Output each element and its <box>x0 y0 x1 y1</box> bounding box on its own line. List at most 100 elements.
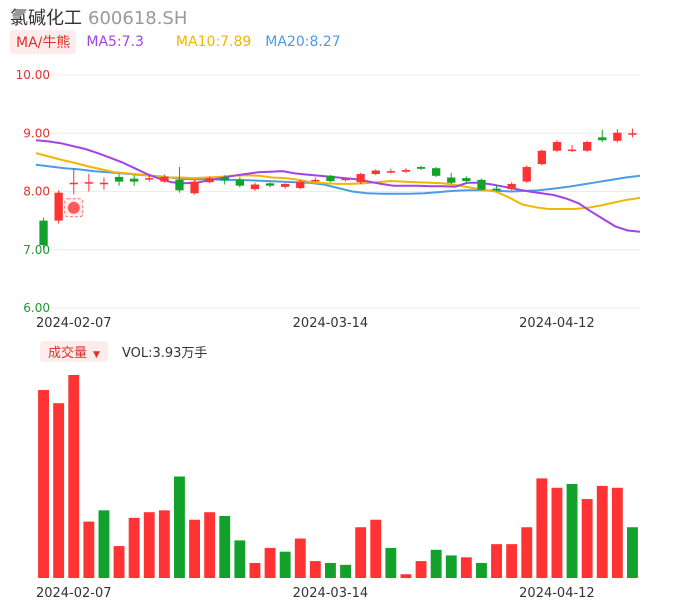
price-date-label: 2024-04-12 <box>519 316 595 331</box>
volume-bar <box>38 390 49 578</box>
candle-body <box>114 176 124 182</box>
volume-bar <box>491 544 502 578</box>
volume-bar <box>415 561 427 578</box>
volume-bar <box>460 557 472 578</box>
candle-body <box>250 184 260 190</box>
candle-body <box>84 182 94 184</box>
volume-bar <box>294 538 306 578</box>
volume-bar <box>596 485 608 578</box>
volume-bar <box>430 549 442 578</box>
candle-body <box>341 178 350 181</box>
candle-body <box>431 168 441 176</box>
candle-body <box>311 179 320 182</box>
candle-body <box>598 137 607 141</box>
volume-bar <box>68 375 80 578</box>
volume-bar <box>581 499 593 578</box>
candle-body <box>54 192 63 221</box>
candle-body <box>371 170 380 175</box>
volume-bar <box>113 546 125 578</box>
volume-bar <box>566 484 578 578</box>
volume-date-label: 2024-04-12 <box>519 586 595 601</box>
candle-body <box>567 149 577 152</box>
ma20-readout: MA20:8.27 <box>265 34 341 50</box>
candle-body <box>582 141 592 151</box>
ma5-readout: MA5:7.3 <box>86 34 144 50</box>
volume-bar <box>249 562 261 578</box>
volume-bar <box>551 487 563 578</box>
candle-body <box>613 132 622 141</box>
volume-bar <box>83 521 95 578</box>
volume-bar <box>325 562 336 578</box>
candle-body <box>99 182 109 185</box>
candle-body <box>205 178 214 183</box>
caret-down-icon: ▼ <box>93 349 100 360</box>
volume-bar <box>400 574 412 578</box>
price-date-label: 2024-02-07 <box>36 316 112 331</box>
volume-bar <box>611 487 623 578</box>
candle-body <box>386 171 396 173</box>
ma5-line <box>35 139 641 233</box>
stock-title: 氯碱化工 600618.SH <box>10 4 187 30</box>
volume-bar <box>370 519 382 578</box>
volume-bar <box>98 510 110 578</box>
volume-bar <box>476 562 487 578</box>
candle-body <box>522 167 531 182</box>
volume-bar <box>264 547 276 578</box>
candle-body <box>492 188 501 191</box>
candle-body <box>265 183 275 186</box>
volume-bar <box>219 515 231 578</box>
price-tick-label: 8.00 <box>23 185 50 199</box>
volume-bar <box>143 512 155 578</box>
candle-body <box>628 133 637 135</box>
candle-body <box>401 169 411 172</box>
volume-bar <box>355 527 367 578</box>
candle-body <box>477 179 486 190</box>
price-date-label: 2024-03-14 <box>293 316 369 331</box>
candle-body <box>235 179 245 186</box>
volume-date-label: 2024-03-14 <box>293 586 369 601</box>
candle-body <box>447 177 456 183</box>
volume-bar <box>445 555 457 578</box>
volume-bar <box>506 544 518 578</box>
volume-bar <box>340 564 351 578</box>
bull-face-icon <box>67 201 80 214</box>
stock-name: 氯碱化工 <box>10 8 82 29</box>
ma10-readout: MA10:7.89 <box>175 34 252 50</box>
candle-body <box>129 178 139 182</box>
candle-body <box>356 174 365 183</box>
ma-indicator-row: MA/牛熊 MA5:7.3 MA10:7.89 MA20:8.27 <box>10 30 341 54</box>
volume-bar <box>521 527 533 578</box>
candle-body <box>552 141 562 151</box>
volume-bar <box>53 403 65 578</box>
volume-bar <box>174 476 185 578</box>
ma10-line <box>35 152 641 210</box>
candle-body <box>537 150 547 165</box>
volume-bar <box>128 517 140 578</box>
price-tick-label: 10.00 <box>16 68 50 82</box>
volume-date-label: 2024-02-07 <box>36 586 112 601</box>
candle-body <box>507 183 516 190</box>
volume-bar <box>279 551 291 578</box>
ma20-line <box>35 163 641 195</box>
volume-bar <box>189 519 200 578</box>
volume-selector-label: 成交量 <box>48 345 88 361</box>
volume-bar <box>158 510 170 578</box>
ma-toggle-button[interactable]: MA/牛熊 <box>10 30 77 54</box>
candle-body <box>296 181 305 189</box>
candle-body <box>69 182 78 185</box>
candle-body <box>175 179 184 191</box>
volume-bar <box>627 527 638 578</box>
candle-body <box>416 167 426 169</box>
volume-bar <box>536 478 548 578</box>
volume-bar <box>204 512 216 578</box>
volume-readout: VOL:3.93万手 <box>121 345 208 361</box>
volume-indicator-row: 成交量 ▼ VOL:3.93万手 <box>40 340 208 362</box>
volume-selector-button[interactable]: 成交量 ▼ <box>40 340 108 362</box>
candle-body <box>326 175 335 182</box>
candle-body <box>160 176 169 182</box>
candle-body <box>280 183 290 187</box>
price-tick-label: 6.00 <box>23 301 50 315</box>
candle-body <box>145 178 154 180</box>
volume-bar <box>385 547 397 578</box>
